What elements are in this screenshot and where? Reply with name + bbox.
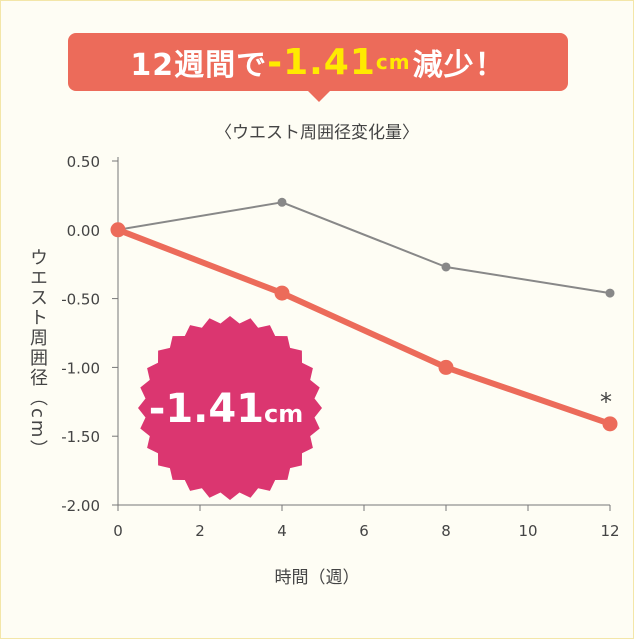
chart-title: 〈ウエスト周囲径変化量〉 <box>215 123 419 143</box>
y-tick-label: -0.50 <box>61 291 100 309</box>
series-1-point <box>602 416 618 432</box>
x-tick-label: 10 <box>518 522 537 540</box>
significance-marker: * <box>600 388 612 416</box>
x-axis-label: 時間（週） <box>274 568 360 588</box>
x-tick-label: 2 <box>195 522 205 540</box>
badge-unit: cm <box>264 400 303 428</box>
badge-text: -1.41cm <box>149 386 304 432</box>
series-1-line <box>115 226 613 427</box>
y-tick-label: -2.00 <box>61 497 100 515</box>
reduction-badge <box>138 316 322 500</box>
x-tick-label: 0 <box>113 522 123 540</box>
x-tick-label: 6 <box>359 522 369 540</box>
y-tick-label: 0.50 <box>67 153 100 171</box>
series-0-line <box>117 201 611 295</box>
series-0-point <box>277 197 287 207</box>
series-1-point <box>110 222 126 238</box>
banner-value: -1.41 <box>267 41 376 83</box>
x-tick-label: 4 <box>277 522 287 540</box>
banner-suffix: 減少！ <box>412 48 506 83</box>
badge-value: -1.41 <box>149 386 264 432</box>
series-0-point <box>605 288 615 298</box>
y-tick-label: -1.50 <box>61 428 100 446</box>
x-tick-label: 8 <box>441 522 451 540</box>
banner-prefix: 12週間で <box>130 48 268 83</box>
x-tick-label: 12 <box>600 522 619 540</box>
series-0-point <box>441 262 451 272</box>
banner-pointer <box>307 90 331 102</box>
headline-banner: 12週間で -1.41 cm 減少！ <box>68 33 568 91</box>
y-tick-label: 0.00 <box>67 222 100 240</box>
banner-unit: cm <box>375 50 411 74</box>
y-tick-label: -1.00 <box>61 359 100 377</box>
series-1-point <box>438 359 454 375</box>
series-1-point <box>274 285 290 301</box>
y-axis-label: ウエスト周囲径（cm） <box>27 248 48 460</box>
